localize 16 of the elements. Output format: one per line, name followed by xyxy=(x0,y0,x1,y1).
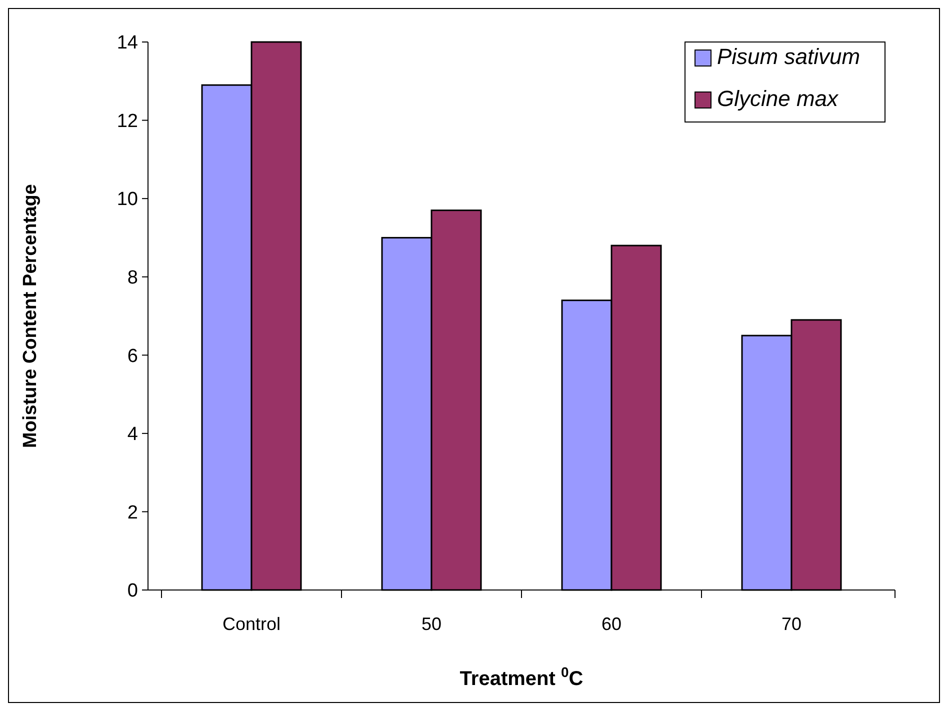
y-tick-label: 12 xyxy=(116,110,138,132)
legend-label: Pisum sativum xyxy=(717,44,860,69)
y-tick-label: 4 xyxy=(127,424,138,446)
y-tick-label: 2 xyxy=(127,502,138,524)
x-tick-label: 50 xyxy=(421,614,442,634)
y-tick-label: 0 xyxy=(127,580,138,602)
x-axis-title: Treatment $^{0}$C xyxy=(460,664,584,690)
x-tick-label: 70 xyxy=(781,614,802,634)
y-tick-label: 8 xyxy=(127,268,138,289)
x-tick-label: 60 xyxy=(601,614,622,634)
x-tick-label: Control xyxy=(222,614,281,634)
y-axis-title: Moisture Content Percentage xyxy=(20,184,41,448)
legend-label: Glycine max xyxy=(717,86,840,111)
y-tick-label: 14 xyxy=(116,32,138,54)
y-tick-label: 10 xyxy=(116,189,138,210)
y-tick-label: 6 xyxy=(127,346,138,367)
